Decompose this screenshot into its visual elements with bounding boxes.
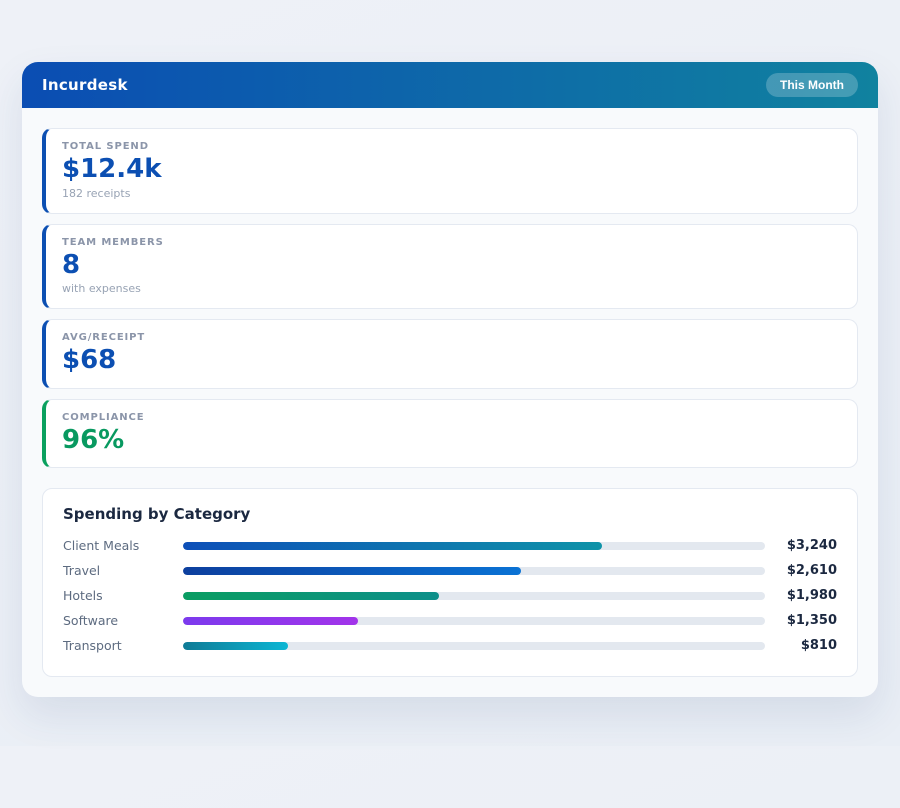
- stat-sub: 182 receipts: [62, 186, 131, 200]
- main-content: TOTAL SPEND $12.4k 182 receipts TEAM MEM…: [22, 108, 878, 697]
- chart-rows: Client Meals $3,240 Travel $2,610 Hotels…: [63, 533, 837, 658]
- category-label: Hotels: [63, 588, 103, 604]
- bar-track: [183, 566, 765, 575]
- chart-row: Software $1,350: [63, 608, 837, 633]
- amount-label: $810: [800, 638, 837, 654]
- stat-value: $12.4k: [62, 154, 162, 184]
- stat-value: 8: [62, 249, 81, 280]
- period-badge[interactable]: This Month: [766, 73, 858, 97]
- bar-track: [183, 541, 765, 550]
- stat-value: $68: [62, 345, 117, 376]
- stat-label: AVG/RECEIPT: [62, 332, 146, 344]
- category-label: Software: [63, 613, 119, 629]
- app-container: Incurdesk This Month TOTAL SPEND $12.4k …: [22, 62, 878, 698]
- bar-fill: [183, 566, 521, 575]
- bar-fill: [183, 541, 603, 550]
- stat-label: TOTAL SPEND: [62, 141, 149, 152]
- stat-value: 96%: [62, 424, 125, 455]
- stat-label: COMPLIANCE: [62, 411, 145, 423]
- amount-label: $3,240: [786, 538, 837, 554]
- stat-sub: with expenses: [62, 282, 141, 296]
- stat-card: COMPLIANCE 96%: [42, 398, 858, 469]
- amount-label: $2,610: [786, 563, 837, 579]
- bar-fill: [183, 616, 358, 625]
- stat-card: TOTAL SPEND $12.4k 182 receipts: [42, 128, 858, 214]
- app-title: Incurdesk: [42, 76, 128, 94]
- stat-label: TEAM MEMBERS: [62, 236, 164, 248]
- bar-track: [183, 616, 765, 625]
- category-label: Travel: [63, 563, 101, 579]
- stat-card: AVG/RECEIPT $68: [42, 319, 858, 389]
- bar-fill: [183, 641, 288, 650]
- amount-label: $1,980: [786, 588, 837, 604]
- bar-fill: [183, 591, 440, 600]
- stat-card: TEAM MEMBERS 8 with expenses: [42, 223, 858, 310]
- bar-track: [183, 591, 765, 600]
- chart-row: Client Meals $3,240: [63, 533, 837, 558]
- category-label: Transport: [63, 638, 122, 654]
- app-header: Incurdesk This Month: [22, 62, 878, 108]
- amount-label: $1,350: [786, 613, 837, 629]
- chart-title: Spending by Category: [63, 505, 251, 524]
- stats-list: TOTAL SPEND $12.4k 182 receipts TEAM MEM…: [42, 128, 858, 469]
- chart-row: Hotels $1,980: [63, 583, 837, 608]
- category-label: Client Meals: [63, 538, 140, 554]
- chart-row: Transport $810: [63, 633, 837, 658]
- bar-track: [183, 641, 765, 650]
- spending-chart-card: Spending by Category Client Meals $3,240…: [42, 488, 858, 678]
- chart-row: Travel $2,610: [63, 558, 837, 583]
